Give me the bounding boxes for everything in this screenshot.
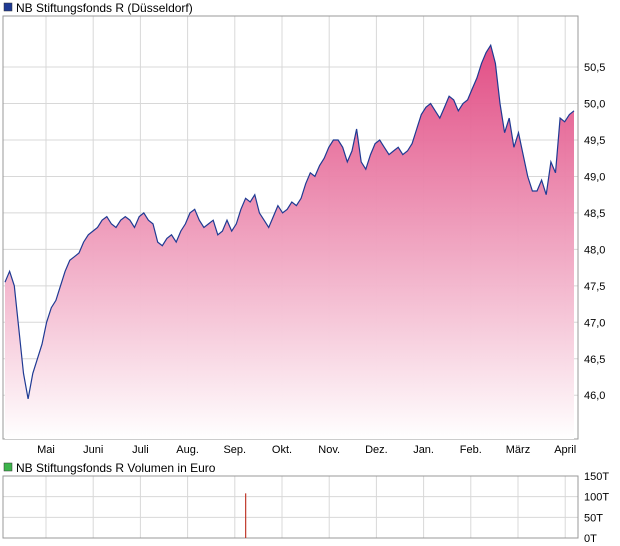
x-tick-label: März [506, 444, 530, 456]
vol-y-tick-label: 100T [584, 492, 609, 504]
y-axis-labels: 46,0 46,5 47,0 47,5 48,0 48,5 49,0 49,5 50,0 50,5 [584, 62, 605, 402]
price-line [4, 43, 575, 400]
volume-chart-grid [3, 475, 578, 539]
main-legend-swatch [3, 2, 13, 12]
x-tick-label: Nov. [318, 444, 340, 456]
y-tick-label: 48,5 [584, 208, 605, 220]
x-tick-label: Mai [37, 444, 55, 456]
x-tick-label: Okt. [272, 444, 292, 456]
y-tick-label: 49,0 [584, 171, 605, 183]
main-chart-title: NB Stiftungsfonds R (Düsseldorf) [16, 1, 193, 15]
price-area [5, 45, 574, 439]
y-tick-label: 46,5 [584, 354, 605, 366]
y-tick-label: 50,0 [584, 99, 605, 111]
x-axis-labels: Mai Juni Juli Aug. Sep. Okt. Nov. Dez. Jan. Feb. M… [37, 444, 576, 456]
y-tick-label: 46,0 [584, 390, 605, 402]
x-tick-label: Juni [83, 444, 103, 456]
y-tick-label: 50,5 [584, 62, 605, 74]
volume-bars [245, 493, 247, 538]
volume-y-axis-labels: 0T 50T 100T 150T [584, 471, 609, 545]
x-tick-label: April [554, 444, 576, 456]
x-tick-label: Feb. [460, 444, 482, 456]
x-tick-label: Dez. [365, 444, 388, 456]
volume-bar [245, 493, 247, 538]
volume-chart-title: NB Stiftungsfonds R Volumen in Euro [16, 461, 216, 475]
vol-y-tick-label: 0T [584, 533, 597, 545]
y-tick-label: 49,5 [584, 135, 605, 147]
volume-legend-swatch [3, 462, 13, 472]
x-tick-label: Sep. [223, 444, 246, 456]
x-tick-label: Juli [132, 444, 149, 456]
y-tick-label: 48,0 [584, 244, 605, 256]
y-tick-label: 47,0 [584, 317, 605, 329]
y-tick-label: 47,5 [584, 281, 605, 293]
x-tick-label: Jan. [413, 444, 434, 456]
x-tick-label: Aug. [176, 444, 199, 456]
volume-plot-frame [2, 475, 579, 539]
vol-y-tick-label: 150T [584, 471, 609, 483]
vol-y-tick-label: 50T [584, 512, 603, 524]
